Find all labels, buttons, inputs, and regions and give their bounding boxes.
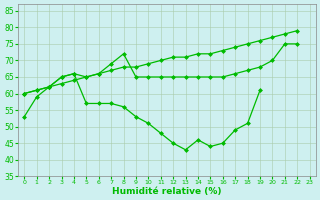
- X-axis label: Humidité relative (%): Humidité relative (%): [112, 187, 222, 196]
